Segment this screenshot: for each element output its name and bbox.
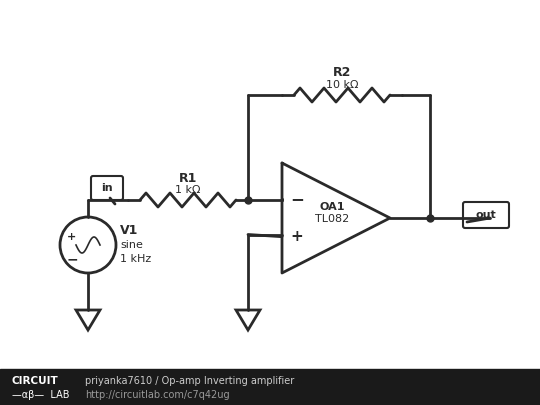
Text: −: − [290,190,304,208]
Text: —αβ—  LAB: —αβ— LAB [12,390,70,400]
Text: in: in [101,183,113,193]
FancyBboxPatch shape [91,176,123,200]
FancyBboxPatch shape [463,202,509,228]
Text: R1: R1 [179,171,197,185]
Text: http://circuitlab.com/c7q42ug: http://circuitlab.com/c7q42ug [85,390,230,400]
Text: 1 kHz: 1 kHz [120,254,151,264]
Text: 10 kΩ: 10 kΩ [326,80,358,90]
Text: 1 kΩ: 1 kΩ [176,185,201,195]
Text: −: − [66,252,78,266]
Text: OA1: OA1 [319,202,345,212]
Text: sine: sine [120,240,143,250]
Text: priyanka7610 / Op-amp Inverting amplifier: priyanka7610 / Op-amp Inverting amplifie… [85,376,294,386]
Text: +: + [290,229,303,244]
Text: V1: V1 [120,224,138,237]
Text: R2: R2 [333,66,351,79]
Text: TL082: TL082 [315,214,349,224]
Text: CIRCUIT: CIRCUIT [12,376,59,386]
Text: +: + [68,232,77,242]
Text: out: out [476,210,496,220]
Bar [0,369,540,405]
